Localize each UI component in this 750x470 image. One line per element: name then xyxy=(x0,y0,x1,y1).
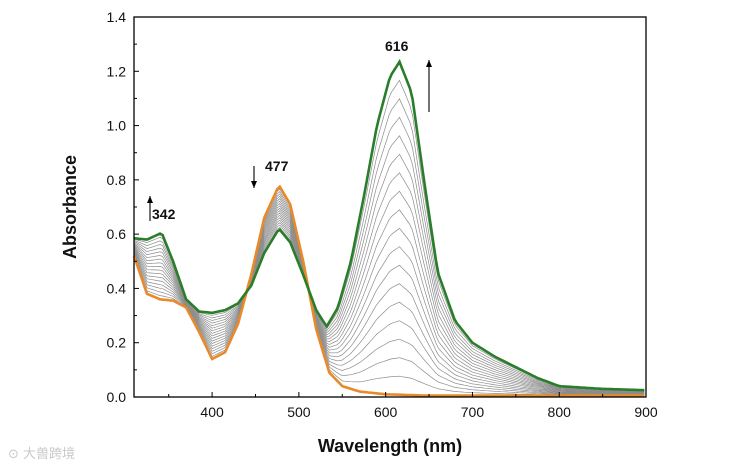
y-axis-title: Absorbance xyxy=(60,155,80,259)
intermediate-spectrum-5 xyxy=(133,198,645,395)
intermediate-spectrum-9 xyxy=(133,207,645,394)
y-tick-label: 0.8 xyxy=(107,172,127,188)
y-tick-label: 0.0 xyxy=(107,389,127,405)
intermediate-spectrum-7 xyxy=(133,202,645,394)
intermediate-spectrum-11 xyxy=(133,190,645,393)
intermediate-spectrum-14 xyxy=(133,135,645,392)
peak-label-342: 342 xyxy=(152,206,176,222)
intermediate-spectrum-13 xyxy=(133,153,645,393)
plot-frame xyxy=(133,16,647,398)
peak-label-477: 477 xyxy=(265,158,289,174)
watermark: ⊙ 大兽跨境 xyxy=(8,443,75,462)
arrow-head xyxy=(251,181,257,188)
intermediate-spectrum-10 xyxy=(133,209,645,393)
x-tick-label: 500 xyxy=(287,404,311,420)
intermediate-spectrum-8 xyxy=(133,205,645,394)
peak-label-616: 616 xyxy=(385,38,409,54)
initial-spectrum-line xyxy=(132,184,645,397)
x-tick-label: 700 xyxy=(461,404,485,420)
intermediate-spectrum-15 xyxy=(133,116,645,392)
y-tick-label: 0.6 xyxy=(107,226,127,242)
x-tick-label: 800 xyxy=(548,404,572,420)
x-tick-label: 400 xyxy=(200,404,224,420)
ticks-layer: 400 500 600 700 800 900 0.0 0.2 0.4 0.6 0.8 1.0 1.2 1… xyxy=(107,9,658,420)
x-tick-label: 900 xyxy=(634,404,658,420)
x-axis-title: Wavelength (nm) xyxy=(318,436,462,456)
intermediate-spectrum-2 xyxy=(133,190,645,396)
y-tick-label: 1.0 xyxy=(107,118,127,134)
curves-layer xyxy=(132,58,645,397)
annotations-layer: 342 477 616 xyxy=(147,38,432,222)
y-tick-label: 1.2 xyxy=(107,63,127,79)
intermediate-spectrum-16 xyxy=(133,98,645,392)
intermediate-spectrum-3 xyxy=(133,193,645,396)
final-spectrum-line xyxy=(133,58,645,392)
y-tick-label: 1.4 xyxy=(107,9,127,25)
intermediate-spectrum-6 xyxy=(133,200,645,395)
intermediate-spectrum-12 xyxy=(133,172,645,393)
y-tick-label: 0.2 xyxy=(107,335,127,351)
arrow-head xyxy=(147,196,153,203)
watermark-text: 大兽跨境 xyxy=(23,447,76,462)
y-tick-label: 0.4 xyxy=(107,280,127,296)
x-tick-label: 600 xyxy=(374,404,398,420)
watermark-logo-icon: ⊙ xyxy=(8,447,19,462)
arrow-head xyxy=(426,60,432,67)
intermediate-spectrum-4 xyxy=(133,195,645,395)
